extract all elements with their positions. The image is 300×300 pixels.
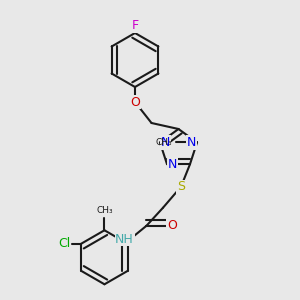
Text: NH: NH: [115, 233, 134, 246]
Text: O: O: [130, 95, 140, 109]
Text: Cl: Cl: [58, 237, 71, 250]
Text: F: F: [131, 19, 139, 32]
Text: N: N: [161, 136, 170, 149]
Text: CH₃: CH₃: [96, 206, 113, 215]
Text: N: N: [187, 136, 196, 149]
Text: O: O: [167, 219, 177, 232]
Text: S: S: [177, 180, 185, 193]
Text: CH₃: CH₃: [156, 138, 172, 147]
Text: N: N: [168, 158, 177, 171]
